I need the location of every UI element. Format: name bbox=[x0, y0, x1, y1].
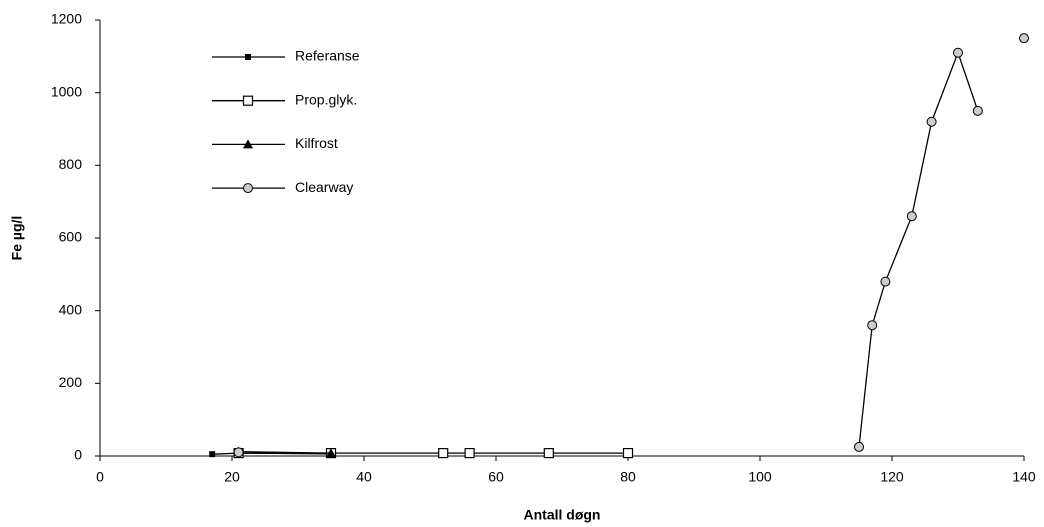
series-line bbox=[859, 38, 1024, 447]
marker bbox=[543, 447, 554, 459]
x-tick-label: 40 bbox=[356, 469, 372, 485]
x-axis-title: Antall døgn bbox=[524, 507, 601, 523]
legend-label: Referanse bbox=[295, 48, 360, 64]
marker bbox=[326, 448, 336, 458]
y-tick-label: 800 bbox=[59, 156, 83, 172]
legend-label: Prop.glyk. bbox=[295, 91, 357, 107]
legend-label: Clearway bbox=[295, 179, 353, 195]
legend-marker bbox=[242, 95, 254, 106]
marker bbox=[1019, 33, 1029, 44]
legend-marker bbox=[243, 139, 253, 149]
y-tick-label: 1000 bbox=[51, 83, 82, 99]
marker bbox=[880, 276, 891, 287]
marker bbox=[438, 447, 449, 459]
x-tick-label: 0 bbox=[96, 469, 104, 485]
legend-marker bbox=[243, 183, 253, 194]
x-tick-label: 20 bbox=[224, 469, 240, 485]
marker bbox=[464, 447, 475, 459]
legend-marker bbox=[245, 54, 251, 60]
x-tick-label: 60 bbox=[488, 469, 504, 485]
x-tick-label: 80 bbox=[620, 469, 636, 485]
y-tick-label: 200 bbox=[59, 374, 83, 390]
marker bbox=[972, 105, 983, 116]
marker bbox=[209, 451, 216, 458]
x-tick-label: 140 bbox=[1012, 469, 1036, 485]
marker bbox=[854, 441, 864, 452]
marker bbox=[926, 116, 937, 127]
y-tick-label: 400 bbox=[59, 301, 83, 317]
y-tick-label: 600 bbox=[59, 229, 83, 245]
y-axis-title: Fe µg/l bbox=[9, 216, 25, 261]
x-tick-label: 100 bbox=[748, 469, 772, 485]
x-tick-label: 120 bbox=[880, 469, 904, 485]
y-tick-label: 0 bbox=[74, 447, 82, 463]
y-tick-label: 1200 bbox=[51, 11, 82, 27]
series-line bbox=[238, 450, 332, 454]
marker bbox=[233, 447, 244, 458]
marker bbox=[953, 47, 963, 58]
marker bbox=[622, 447, 634, 459]
marker bbox=[906, 211, 917, 222]
legend-label: Kilfrost bbox=[295, 135, 338, 151]
marker bbox=[867, 320, 878, 331]
